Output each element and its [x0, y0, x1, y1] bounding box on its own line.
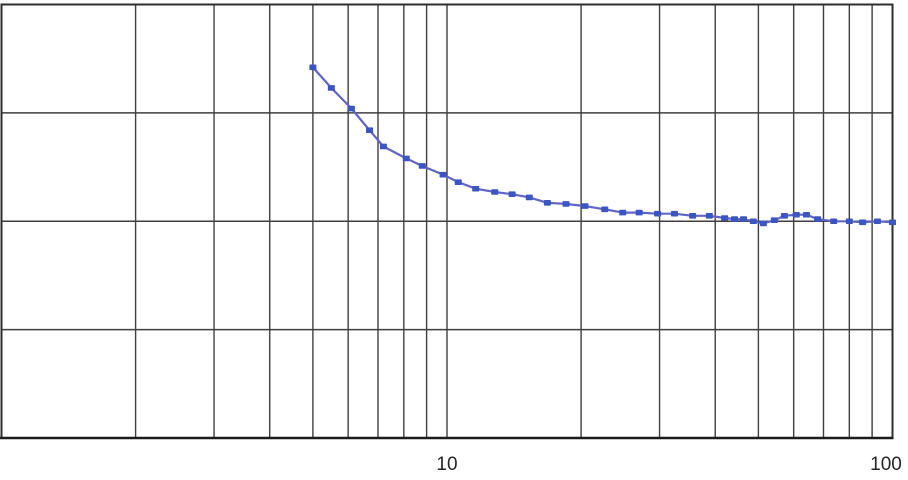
data-point-marker — [705, 213, 713, 219]
data-point-marker — [562, 201, 570, 207]
data-point-marker — [670, 210, 678, 217]
data-point-marker — [749, 218, 757, 225]
data-point-marker — [619, 209, 627, 216]
data-point-marker — [347, 105, 355, 112]
data-point-marker — [859, 219, 867, 226]
data-point-marker — [418, 163, 426, 169]
data-point-marker — [525, 194, 533, 201]
data-point-marker — [759, 220, 767, 227]
data-point-marker — [740, 216, 748, 222]
data-point-marker — [873, 218, 881, 225]
data-point-marker — [689, 213, 697, 219]
data-point-marker — [379, 143, 387, 150]
data-point-marker — [635, 209, 643, 216]
data-point-marker — [508, 191, 516, 197]
data-point-marker — [472, 185, 480, 192]
data-point-marker — [327, 85, 335, 91]
data-point-marker — [814, 216, 822, 222]
data-point-marker — [731, 216, 739, 222]
data-point-marker — [454, 179, 462, 186]
data-point-marker — [721, 215, 729, 221]
data-point-marker — [601, 206, 609, 213]
data-point-marker — [402, 155, 410, 162]
x-tick-label: 100 — [870, 454, 902, 475]
data-point-marker — [845, 218, 853, 225]
data-point-marker — [439, 171, 447, 178]
data-point-marker — [889, 219, 896, 226]
data-point-marker — [780, 213, 788, 219]
data-point-marker — [654, 210, 662, 217]
data-point-marker — [830, 218, 838, 225]
data-point-marker — [366, 127, 374, 134]
data-point-marker — [792, 211, 800, 218]
data-point-marker — [770, 217, 778, 223]
data-point-marker — [491, 189, 499, 195]
data-point-marker — [581, 203, 589, 209]
data-point-marker — [543, 200, 551, 206]
data-point-marker — [802, 211, 810, 218]
data-point-marker — [309, 64, 317, 71]
x-tick-label: 10 — [436, 454, 457, 475]
